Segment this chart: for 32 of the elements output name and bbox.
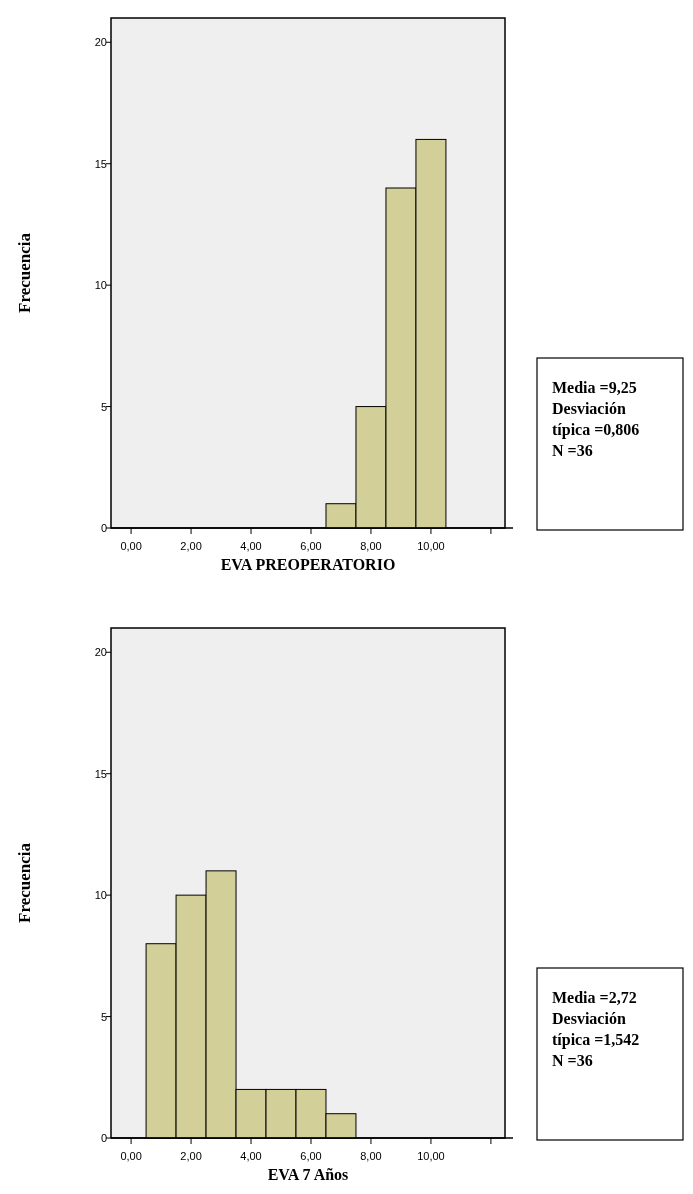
x-tick-label: 10,00 (417, 540, 445, 552)
x-tick-label: 2,00 (180, 540, 202, 552)
x-tick-label: 8,00 (360, 540, 382, 552)
x-tick-label: 4,00 (240, 1150, 262, 1162)
x-tick-label: 6,00 (300, 1150, 322, 1162)
y-axis-title: Frecuencia (15, 232, 34, 313)
y-tick-label: 20 (94, 36, 107, 49)
y-tick-label: 15 (94, 157, 107, 170)
x-tick-label: 2,00 (180, 1150, 202, 1162)
x-axis-title: EVA PREOPERATORIO (220, 556, 396, 573)
x-tick-label: 0,00 (120, 540, 142, 552)
y-tick-label: 10 (94, 889, 107, 902)
text: Media =2,72 (552, 989, 637, 1006)
x-tick-label: 0,00 (120, 1150, 142, 1162)
text: Media =9,25 (552, 379, 637, 396)
y-tick-label: 10 (94, 279, 107, 292)
y-axis-title: Frecuencia (15, 842, 34, 923)
y-tick-label: 0 (100, 1132, 107, 1144)
y-tick-label: 5 (100, 1010, 107, 1023)
y-tick-label: 0 (100, 522, 107, 534)
x-tick-label: 10,00 (417, 1150, 445, 1162)
x-tick-label: 4,00 (240, 540, 262, 552)
y-tick-label: 20 (94, 646, 107, 659)
text: Desviación típica =1,542 (552, 1010, 640, 1049)
x-axis-title: EVA 7 Años (267, 1166, 349, 1183)
y-tick-label: 15 (94, 767, 107, 780)
y-tick-label: 5 (100, 400, 107, 413)
text: N =36 (552, 442, 593, 459)
x-tick-label: 8,00 (360, 1150, 382, 1162)
text: N =36 (552, 1052, 593, 1069)
text: Desviación típica =0,806 (552, 400, 640, 439)
x-tick-label: 6,00 (300, 540, 322, 552)
